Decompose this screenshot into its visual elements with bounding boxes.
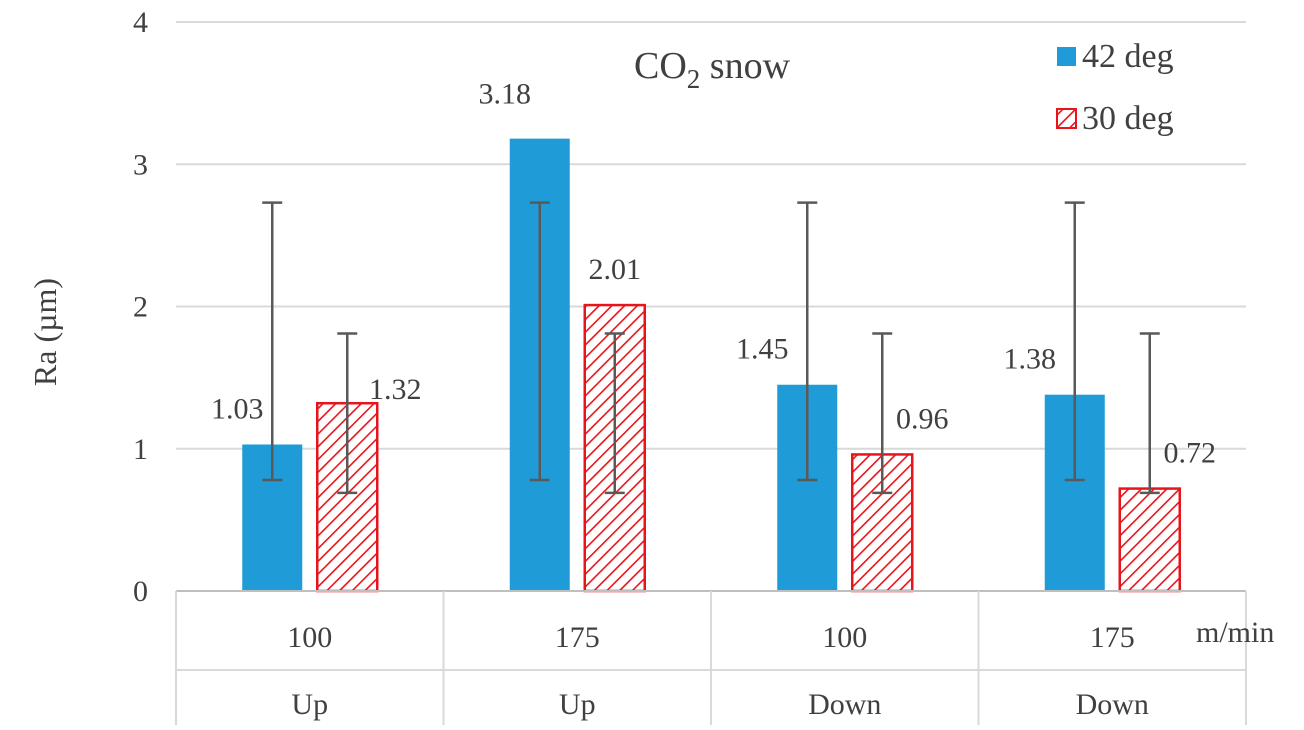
x-tick-label-speed: 100 — [822, 621, 867, 654]
legend: 42 deg 30 deg — [1056, 38, 1174, 137]
bar-series2 — [1118, 487, 1181, 593]
chart-title-subscript: 2 — [687, 64, 701, 94]
data-label: 1.38 — [1004, 343, 1057, 376]
legend-label: 42 deg — [1082, 38, 1174, 75]
y-axis-ticks: 0 1 2 3 4 — [133, 6, 148, 608]
y-tick-label: 1 — [133, 433, 148, 466]
x-tick-label-direction: Up — [291, 688, 328, 721]
legend-swatch-series1 — [1057, 47, 1076, 66]
legend-label: 30 deg — [1082, 100, 1174, 137]
legend-swatch-series2 — [1056, 108, 1077, 129]
data-label: 1.45 — [736, 333, 789, 366]
error-bars — [262, 201, 1160, 495]
data-label: 0.96 — [896, 402, 949, 435]
y-axis-title: Ra (µm) — [27, 278, 63, 386]
y-tick-label: 2 — [133, 291, 148, 324]
y-tick-label: 0 — [133, 575, 148, 608]
x-tick-label-direction: Down — [808, 688, 881, 721]
data-label: 0.72 — [1164, 437, 1217, 470]
data-label: 1.03 — [211, 392, 264, 425]
data-label: 1.32 — [369, 373, 422, 406]
x-tick-label-speed: 100 — [287, 621, 332, 654]
data-label: 2.01 — [589, 253, 642, 286]
x-tick-label-speed: 175 — [1090, 621, 1135, 654]
data-label: 3.18 — [479, 78, 532, 111]
x-axis: 100 Up 175 Up 100 Down 175 Down — [175, 590, 1247, 725]
x-tick-label-speed: 175 — [555, 621, 600, 654]
data-labels: 1.03 1.32 3.18 2.01 1.45 0.96 1.38 0.72 — [211, 78, 1216, 470]
bar-series2 — [851, 453, 914, 593]
y-tick-label: 3 — [133, 148, 148, 181]
chart-title: CO2 snow — [634, 45, 791, 94]
chart-title-main: CO — [634, 45, 687, 87]
x-tick-label-direction: Down — [1076, 688, 1149, 721]
x-axis-unit: m/min — [1196, 616, 1274, 649]
x-tick-label-direction: Up — [559, 688, 596, 721]
y-tick-label: 4 — [133, 6, 148, 39]
chart-title-suffix: snow — [700, 45, 790, 87]
